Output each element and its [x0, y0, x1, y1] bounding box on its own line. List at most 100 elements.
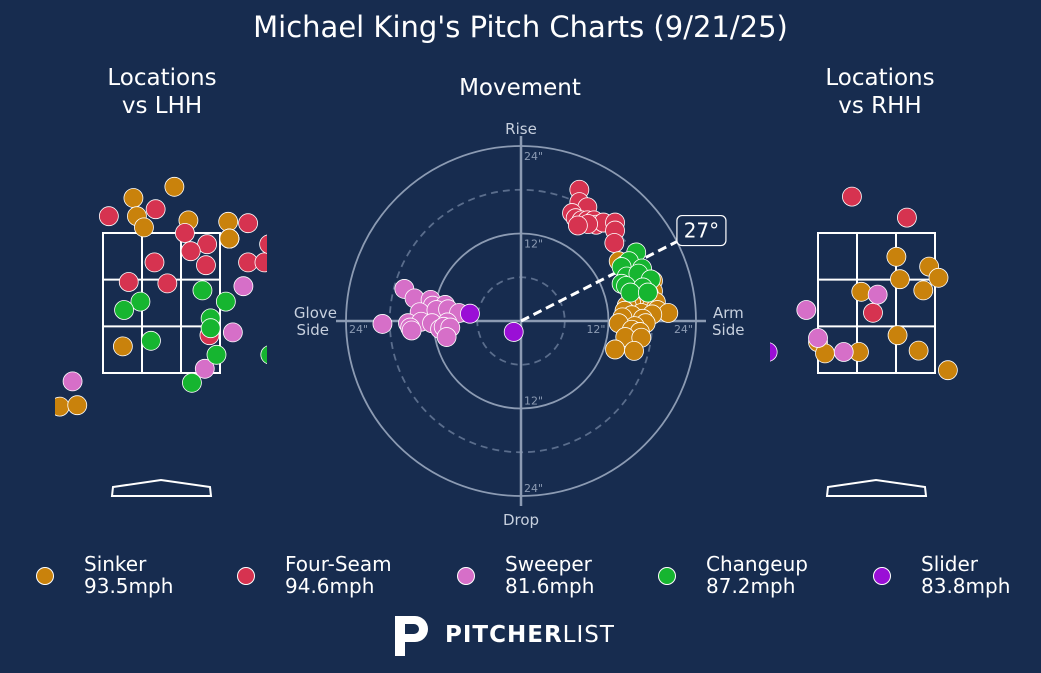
legend-speed-changeup: 87.2mph — [706, 574, 796, 598]
lhh-pitch-changeup — [206, 344, 227, 365]
movement-pitch-changeup — [620, 282, 641, 303]
lhh-pitch-four-seam — [259, 234, 267, 254]
rhh-panel-title: Locations vs RHH — [825, 65, 935, 119]
lhh-pitch-changeup — [192, 280, 213, 301]
movement-pitch-sweeper — [436, 327, 457, 347]
rhh-pitch-sinker — [913, 280, 934, 301]
movement-ring-label: 12" — [586, 323, 605, 336]
legend-swatch-four-seam — [237, 567, 255, 585]
rhh-pitch-sweeper — [808, 328, 828, 348]
arm-angle-badge — [676, 214, 727, 247]
rhh-pitch-slider — [770, 342, 778, 362]
legend: Sinker 93.5mph Four-Seam 94.6mph Sweeper… — [0, 548, 1041, 608]
movement-panel-title: Movement — [459, 75, 581, 101]
rhh-strike-zone — [817, 232, 936, 374]
movement-ring-label: 12" — [524, 395, 543, 408]
rhh-home-plate — [825, 478, 928, 497]
movement-ring-label: 24" — [524, 482, 543, 495]
rhh-pitch-four-seam — [897, 207, 917, 228]
lhh-pitch-changeup — [182, 372, 202, 393]
lhh-pitch-four-seam — [144, 252, 165, 273]
movement-label-glove-side: Side — [297, 321, 329, 339]
lhh-pitch-changeup — [141, 330, 161, 351]
rhh-pitch-sinker — [928, 267, 949, 288]
lhh-pitch-sweeper — [233, 276, 254, 297]
legend-label-slider: Slider — [921, 552, 979, 576]
rhh-location-chart — [770, 186, 958, 497]
movement-pitch-sinker — [624, 340, 644, 361]
movement-ring-label: 12" — [524, 238, 543, 251]
lhh-home-plate — [110, 478, 213, 497]
lhh-pitch-four-seam — [157, 273, 178, 294]
lhh-pitch-sinker — [67, 395, 88, 416]
pitcherlist-logo-text: PITCHERLIST — [445, 622, 615, 648]
lhh-pitch-four-seam — [196, 255, 216, 276]
legend-label-changeup: Changeup — [706, 552, 808, 576]
legend-label-four-seam: Four-Seam — [285, 552, 392, 576]
legend-label-sweeper: Sweeper — [505, 552, 592, 576]
movement-pitch-slider — [503, 322, 524, 342]
legend-swatch-sinker — [36, 567, 54, 585]
rhh-pitch-sinker — [851, 281, 872, 302]
movement-ring-label: 24" — [524, 150, 543, 163]
pitcherlist-logo: PITCHERLIST — [393, 612, 633, 658]
lhh-pitch-sinker — [112, 336, 133, 357]
lhh-pitch-sweeper — [222, 322, 243, 343]
legend-speed-sweeper: 81.6mph — [505, 574, 595, 598]
arm-angle-line — [520, 240, 678, 323]
lhh-pitch-four-seam — [254, 252, 267, 273]
rhh-pitch-sinker — [886, 246, 907, 267]
lhh-pitch-sinker — [164, 176, 185, 197]
movement-pitch-sweeper — [401, 320, 422, 341]
rhh-pitch-four-seam — [863, 302, 883, 323]
movement-pitch-changeup — [637, 282, 658, 303]
rhh-pitch-sinker — [937, 360, 958, 381]
lhh-pitch-sinker — [123, 188, 144, 208]
chart-title: Michael King's Pitch Charts (9/21/25) — [253, 10, 788, 44]
lhh-pitch-four-seam — [145, 199, 166, 220]
legend-swatch-slider — [873, 567, 891, 585]
legend-speed-slider: 83.8mph — [921, 574, 1011, 598]
rhh-pitch-sweeper — [796, 300, 817, 320]
logo-text-light: LIST — [562, 622, 615, 648]
movement-label-arm-side: Side — [712, 321, 744, 339]
movement-ring-label: 24" — [349, 323, 368, 336]
movement-pitch-slider — [460, 303, 480, 324]
lhh-pitch-changeup — [200, 318, 221, 339]
lhh-pitch-four-seam — [238, 213, 258, 234]
logo-text-bold: PITCHER — [445, 622, 563, 648]
legend-label-sinker: Sinker — [84, 552, 147, 576]
legend-swatch-sweeper — [457, 567, 475, 585]
lhh-pitch-four-seam — [118, 272, 139, 292]
movement-pitch-sweeper — [372, 314, 393, 334]
rhh-pitch-sinker — [887, 325, 908, 346]
lhh-pitch-changeup — [130, 291, 151, 312]
lhh-pitch-changeup — [260, 345, 267, 365]
lhh-pitch-sinker — [134, 217, 154, 238]
pitcherlist-logo-icon — [395, 616, 428, 656]
lhh-pitch-four-seam — [98, 206, 119, 227]
lhh-pitch-sinker — [218, 211, 239, 232]
rhh-pitch-sinker — [889, 269, 910, 290]
lhh-location-chart — [55, 176, 267, 497]
movement-pitch-four-seam — [567, 215, 588, 236]
movement-label-glove-side: Glove — [294, 304, 337, 322]
legend-swatch-changeup — [658, 567, 676, 585]
lhh-pitch-sinker — [219, 228, 240, 249]
lhh-panel-title: Locations vs LHH — [107, 65, 217, 119]
movement-label-arm-side: Arm — [713, 304, 744, 322]
rhh-pitch-sinker — [908, 340, 929, 361]
movement-label-drop: Drop — [503, 511, 539, 529]
legend-speed-four-seam: 94.6mph — [285, 574, 375, 598]
lhh-pitch-four-seam — [174, 223, 195, 243]
rhh-pitch-four-seam — [842, 186, 862, 207]
lhh-pitch-changeup — [215, 291, 236, 312]
movement-label-rise: Rise — [505, 120, 537, 138]
movement-ring-label: 24" — [674, 323, 693, 336]
legend-speed-sinker: 93.5mph — [84, 574, 174, 598]
movement-pitch-sinker — [605, 339, 625, 360]
lhh-pitch-sweeper — [62, 371, 83, 392]
movement-pitch-four-seam — [604, 233, 625, 253]
lhh-pitch-changeup — [114, 300, 134, 320]
